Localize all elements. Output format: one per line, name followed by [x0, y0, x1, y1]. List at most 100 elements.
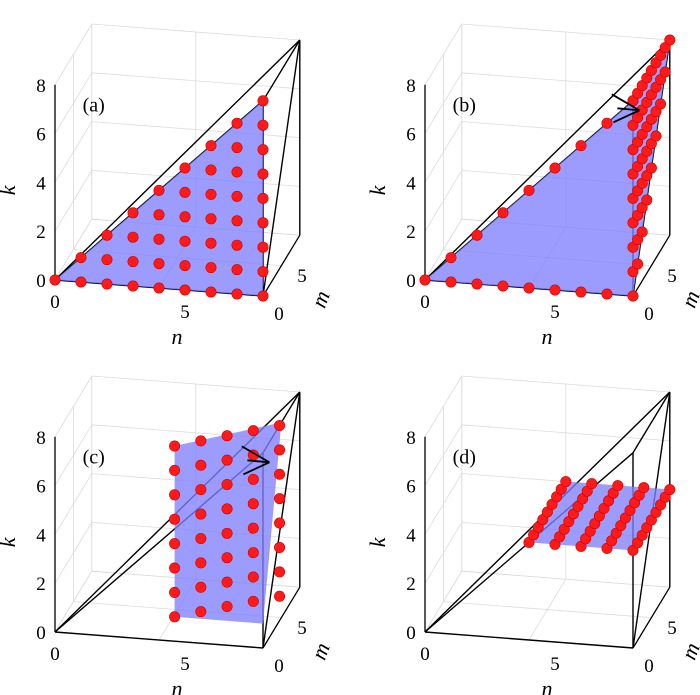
k-tick-label: 8 [36, 428, 46, 449]
n-axis-label: n [542, 324, 553, 349]
k-axis-label: k [0, 184, 20, 195]
arrow [613, 109, 640, 124]
data-point [195, 532, 207, 544]
m-axis-label: m [676, 287, 700, 310]
data-point [575, 140, 587, 152]
data-point [549, 284, 561, 296]
m-tick-label: 0 [274, 304, 284, 325]
data-point [195, 435, 207, 447]
data-point [101, 254, 113, 266]
data-point [179, 260, 191, 272]
data-point [153, 282, 165, 294]
data-point [153, 209, 165, 221]
data-point [153, 233, 165, 245]
n-axis-label: n [542, 676, 553, 695]
data-point [179, 235, 191, 247]
data-point [179, 186, 191, 198]
m-axis-line [632, 586, 671, 649]
data-point [101, 278, 113, 290]
data-point [247, 473, 259, 485]
data-point [127, 231, 139, 243]
data-point [169, 586, 181, 598]
k-tick-label: 6 [406, 477, 416, 498]
data-point [247, 595, 259, 607]
data-point [471, 278, 483, 290]
data-point [638, 482, 650, 494]
data-point [169, 464, 181, 476]
data-point [471, 229, 483, 241]
region-edge [262, 39, 301, 297]
n-tick-label: 5 [550, 654, 560, 675]
data-point [497, 280, 509, 292]
k-tick-label: 8 [406, 76, 416, 97]
data-point [659, 66, 671, 78]
data-point [274, 419, 286, 431]
data-point [257, 266, 269, 278]
k-tick-label: 4 [406, 173, 416, 194]
data-point [549, 162, 561, 174]
panel-label: (b) [453, 95, 476, 117]
data-point [153, 258, 165, 270]
m-axis-label: m [306, 639, 335, 662]
data-point [601, 117, 613, 129]
data-point [221, 601, 233, 613]
data-point [274, 590, 286, 602]
data-point [641, 194, 653, 206]
m-axis-line [262, 234, 301, 297]
data-point [257, 217, 269, 229]
data-point [153, 184, 165, 196]
data-point [274, 468, 286, 480]
data-point [195, 484, 207, 496]
data-point [612, 480, 624, 492]
k-tick-label: 0 [406, 623, 416, 644]
m-tick-label: 0 [274, 656, 284, 677]
n-tick-label: 0 [50, 644, 60, 665]
data-point [101, 229, 113, 241]
data-point [274, 566, 286, 578]
arrow [243, 461, 270, 476]
k-tick-label: 4 [36, 173, 46, 194]
data-point [274, 517, 286, 529]
data-point [231, 142, 243, 154]
data-point [205, 164, 217, 176]
data-point [274, 493, 286, 505]
arrow [247, 459, 270, 464]
transition-arrows [611, 93, 640, 124]
grid-line [461, 570, 670, 588]
k-tick-label: 6 [36, 477, 46, 498]
data-point [127, 256, 139, 268]
data-point [221, 576, 233, 588]
k-tick-label: 0 [36, 623, 46, 644]
data-point [195, 606, 207, 618]
transition-arrows [241, 445, 270, 476]
n-axis-label: n [172, 324, 183, 349]
k-tick-label: 8 [406, 428, 416, 449]
m-axis-label: m [306, 287, 335, 310]
data-point [247, 498, 259, 510]
data-point [195, 459, 207, 471]
k-tick-label: 2 [36, 222, 46, 243]
data-point [221, 527, 233, 539]
region-edge [54, 631, 264, 649]
region-edge [632, 391, 671, 454]
data-point [221, 454, 233, 466]
data-point [274, 541, 286, 553]
data-point [257, 95, 269, 107]
data-point [127, 280, 139, 292]
data-point [636, 226, 648, 238]
k-axis-label: k [365, 184, 390, 195]
n-tick-label: 0 [420, 644, 430, 665]
m-tick-label: 0 [644, 656, 654, 677]
k-axis-label: k [365, 536, 390, 547]
data-point [586, 478, 598, 490]
data-point [75, 276, 87, 288]
data-point [247, 547, 259, 559]
data-point [257, 241, 269, 253]
k-tick-label: 2 [406, 574, 416, 595]
k-tick-label: 0 [406, 271, 416, 292]
k-tick-label: 6 [406, 125, 416, 146]
data-point [75, 252, 87, 264]
data-point [655, 98, 667, 110]
